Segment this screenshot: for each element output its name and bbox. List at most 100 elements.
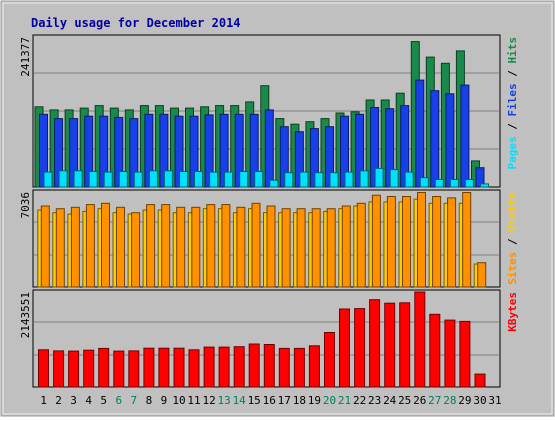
- bar-pages-day-15: [254, 171, 264, 188]
- bar-kbytes-day-19: [308, 345, 320, 388]
- x-tick-label: 20: [323, 394, 336, 407]
- bar-pages-day-21: [344, 171, 354, 188]
- bar-pages-day-10: [179, 171, 188, 188]
- bar-sites-day-2: [55, 208, 65, 288]
- x-tick-label: 13: [217, 394, 230, 407]
- bar-kbytes-day-21: [339, 308, 350, 388]
- bar-sites-day-25: [402, 196, 411, 288]
- x-tick-label: 4: [85, 394, 92, 407]
- bar-pages-day-8: [148, 170, 158, 188]
- bar-files-day-29: [460, 84, 470, 188]
- bar-kbytes-day-10: [173, 347, 185, 388]
- bar-sites-day-24: [386, 196, 396, 288]
- bar-sites-day-16: [266, 205, 276, 288]
- x-tick-label: 24: [383, 394, 397, 407]
- bar-kbytes-day-14: [233, 346, 245, 388]
- x-tick-label: 27: [428, 394, 441, 407]
- series-kbytes: [38, 291, 486, 388]
- bar-pages-day-6: [118, 171, 128, 188]
- bar-pages-day-25: [404, 171, 414, 188]
- x-tick-label: 16: [263, 394, 276, 407]
- bar-kbytes-day-2: [53, 350, 65, 388]
- bar-sites-day-13: [221, 204, 231, 288]
- bar-sites-day-15: [251, 202, 261, 288]
- bar-sites-day-27: [432, 196, 442, 288]
- x-tick-label: 3: [70, 394, 77, 407]
- x-tick-label: 6: [115, 394, 122, 407]
- bar-sites-day-17: [281, 208, 291, 288]
- bar-sites-day-7: [131, 212, 141, 288]
- legend-separator: /: [506, 117, 519, 137]
- bar-kbytes-day-12: [203, 346, 215, 388]
- bar-sites-day-10: [176, 206, 186, 288]
- legend-entry: Pages: [506, 136, 519, 169]
- x-tick-label: 9: [161, 394, 168, 407]
- bar-kbytes-day-27: [429, 313, 441, 388]
- x-tick-label: 14: [233, 394, 247, 407]
- panel-visits-sites: 7036 Sites / Visits: [19, 189, 519, 288]
- legend-entry: Hits: [506, 37, 519, 64]
- bar-pages-day-18: [299, 171, 309, 188]
- bar-kbytes-day-20: [324, 332, 335, 388]
- panel-legend: Sites / Visits: [506, 192, 519, 285]
- x-tick-label: 22: [353, 394, 366, 407]
- bar-pages-day-19: [314, 172, 324, 188]
- bar-pages-day-13: [224, 171, 234, 188]
- legend-entry: KBytes: [506, 292, 519, 332]
- x-tick-label: 12: [202, 394, 215, 407]
- bar-pages-day-11: [194, 171, 203, 188]
- bar-pages-day-20: [329, 172, 339, 188]
- bar-pages-day-2: [58, 170, 68, 188]
- bar-sites-day-18: [296, 208, 306, 288]
- legend-entry: Sites: [506, 252, 519, 285]
- bar-kbytes-day-9: [158, 347, 170, 388]
- bar-pages-day-9: [163, 170, 173, 188]
- bar-kbytes-day-3: [68, 350, 80, 388]
- bar-pages-day-12: [209, 171, 219, 188]
- bar-sites-day-12: [206, 204, 216, 288]
- bar-sites-day-19: [311, 208, 321, 288]
- bar-pages-day-24: [389, 169, 399, 188]
- bar-sites-day-29: [462, 192, 472, 288]
- bar-pages-day-4: [88, 171, 98, 188]
- x-tick-label: 2: [55, 394, 62, 407]
- x-tick-label: 10: [172, 394, 185, 407]
- bar-files-day-27: [430, 90, 440, 188]
- x-tick-label: 21: [338, 394, 351, 407]
- bar-files-day-26: [415, 79, 425, 188]
- bar-kbytes-day-6: [113, 350, 125, 388]
- bar-kbytes-day-1: [38, 349, 49, 388]
- bar-sites-day-30: [477, 262, 487, 288]
- bar-kbytes-day-26: [414, 291, 426, 388]
- bar-sites-day-22: [356, 202, 366, 288]
- bar-sites-day-11: [191, 206, 201, 288]
- x-tick-label: 8: [146, 394, 153, 407]
- bar-pages-day-7: [133, 171, 143, 188]
- chart-panels: 241377 Pages / Files / Hits 7036 Sites / Vi…: [19, 34, 519, 388]
- bar-sites-day-26: [417, 192, 426, 288]
- legend-separator: /: [506, 64, 519, 84]
- x-tick-label: 26: [413, 394, 426, 407]
- bar-sites-day-23: [371, 194, 381, 288]
- bar-kbytes-day-24: [384, 302, 396, 388]
- bar-pages-day-17: [284, 172, 294, 188]
- bar-kbytes-day-5: [98, 347, 110, 388]
- bar-kbytes-day-13: [218, 346, 230, 388]
- bar-pages-day-23: [374, 167, 384, 188]
- bar-sites-day-6: [116, 206, 125, 288]
- legend-entry: Visits: [506, 192, 519, 232]
- x-tick-label: 28: [443, 394, 456, 407]
- bar-kbytes-day-29: [459, 320, 471, 388]
- bar-pages-day-5: [103, 171, 113, 188]
- bar-kbytes-day-16: [263, 344, 275, 388]
- y-max-label: 7036: [19, 192, 32, 219]
- bar-kbytes-day-18: [293, 347, 305, 388]
- x-tick-label: 1: [40, 394, 47, 407]
- bar-files-day-16: [264, 109, 274, 188]
- x-tick-label: 19: [308, 394, 321, 407]
- bar-files-day-28: [445, 93, 455, 188]
- bar-kbytes-day-28: [444, 319, 456, 388]
- bar-pages-day-22: [359, 170, 369, 188]
- bar-pages-day-29: [464, 179, 474, 188]
